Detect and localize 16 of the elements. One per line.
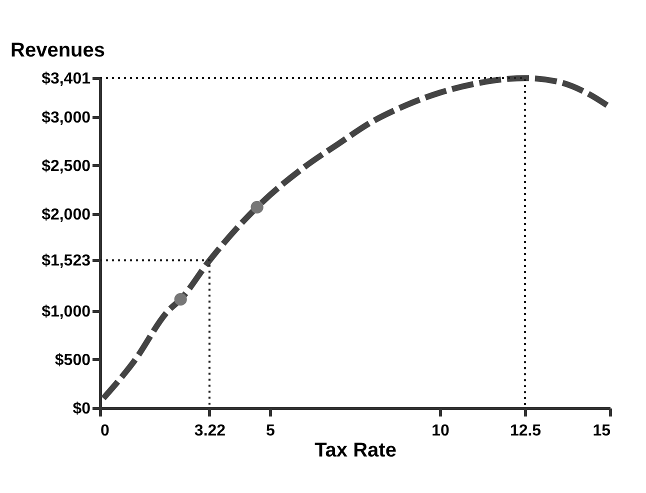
y-tick-label: $2,500 [42, 158, 91, 175]
y-tick-label: $500 [54, 352, 91, 369]
x-tick-label: 12.5 [510, 422, 542, 440]
x-axis-title: Tax Rate [314, 440, 396, 462]
y-tick-label: $0 [72, 400, 91, 418]
y-axis-title: Revenues [10, 40, 105, 62]
y-tick-label: $1,000 [42, 303, 91, 320]
y-tick-label: $3,401 [42, 70, 91, 88]
x-tick-label: 15 [592, 422, 611, 440]
x-tick-label: 3.22 [194, 422, 226, 440]
x-tick-label: 0 [100, 422, 110, 440]
x-tick-label: 5 [266, 422, 276, 440]
y-tick-label: $2,000 [42, 206, 91, 224]
y-tick-label: $1,523 [42, 252, 91, 270]
x-tick-label: 10 [432, 422, 450, 440]
y-tick-label: $3,000 [42, 109, 91, 126]
